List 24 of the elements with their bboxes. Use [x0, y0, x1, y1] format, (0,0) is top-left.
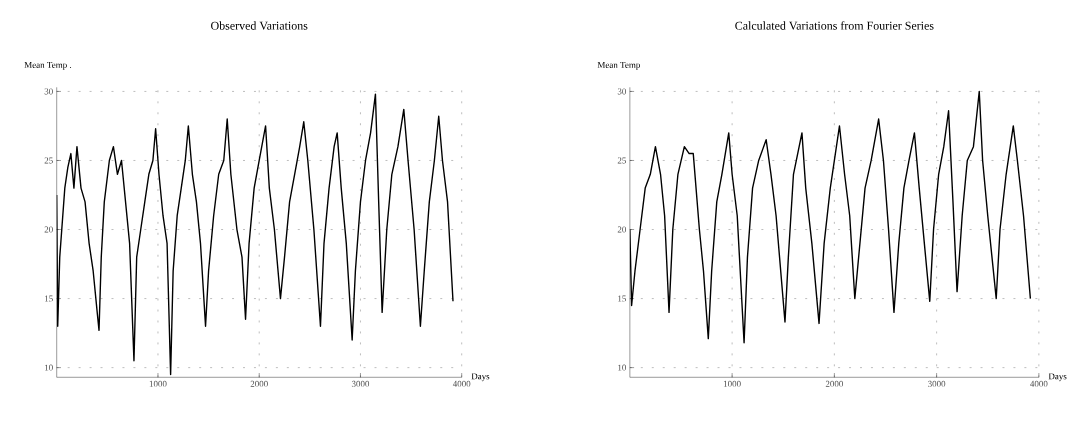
x-axis-title: Days — [1048, 373, 1067, 382]
y-tick-label: 10 — [618, 364, 626, 371]
x-tick-label: 3000 — [351, 380, 370, 387]
x-tick-label: 2000 — [250, 380, 268, 387]
x-tick-label: 4000 — [1030, 380, 1048, 387]
y-tick-label: 15 — [618, 295, 626, 302]
y-tick-label: 20 — [617, 226, 626, 233]
x-tick-label: 2000 — [825, 380, 843, 387]
y-tick-label: 20 — [44, 226, 53, 233]
y-axis-title: Mean Temp . — [24, 61, 72, 70]
y-axis-title: Mean Temp — [597, 61, 640, 70]
y-tick-label: 25 — [617, 157, 626, 164]
y-tick-label: 30 — [617, 88, 626, 95]
y-tick-label: 10 — [45, 364, 53, 371]
chart-title: Calculated Variations from Fourier Series — [735, 21, 934, 30]
x-tick-label: 1000 — [149, 380, 167, 387]
y-tick-label: 25 — [44, 157, 53, 164]
y-tick-label: 30 — [44, 88, 53, 95]
x-tick-label: 4000 — [452, 380, 471, 387]
chart-title: Observed Variations — [211, 21, 308, 30]
x-axis-title: Days — [471, 373, 490, 382]
x-tick-label: 1000 — [723, 380, 741, 387]
x-tick-label: 3000 — [928, 380, 946, 387]
y-tick-label: 15 — [45, 295, 53, 302]
